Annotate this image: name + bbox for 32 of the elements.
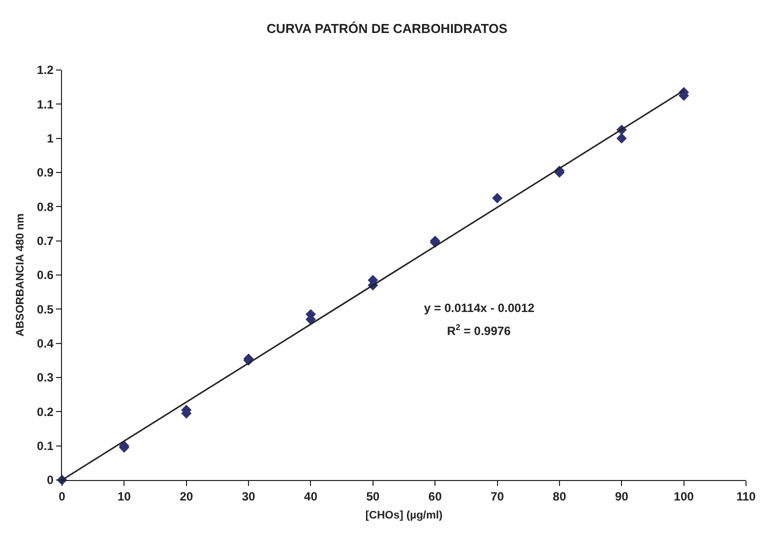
y-tick-label: 0.7 xyxy=(36,234,54,248)
chart-title: CURVA PATRÓN DE CARBOHIDRATOS xyxy=(266,21,508,36)
x-tick-label: 70 xyxy=(490,489,504,504)
x-tick-label: 40 xyxy=(304,489,318,504)
y-tick-label: 0.6 xyxy=(36,268,54,282)
y-tick-label: 0.4 xyxy=(36,336,54,351)
point xyxy=(492,192,502,204)
y-tick-label: 0.9 xyxy=(36,166,54,180)
y-tick-label: 0.3 xyxy=(36,370,54,385)
x-tick-label: 20 xyxy=(180,489,194,504)
x-tick-label: 10 xyxy=(118,489,132,504)
x-tick-label: 90 xyxy=(614,489,629,504)
x-tick-label: 100 xyxy=(674,489,694,504)
x-axis-title: [CHOs] (µg/ml) xyxy=(365,510,443,522)
y-tick-label: 0.5 xyxy=(36,302,54,316)
y-tick-label: 1 xyxy=(46,132,54,146)
annotation: R$^{2}$ = 0.9976 xyxy=(447,322,512,338)
x-tick-label: 50 xyxy=(366,489,380,504)
y-axis-title: ABSORBANCIA 480 nm xyxy=(14,213,27,337)
x-tick-label: 30 xyxy=(242,489,256,504)
x-tick-label: 110 xyxy=(736,489,756,504)
x-tick-label: 80 xyxy=(552,489,566,504)
point xyxy=(616,133,627,144)
annotation: y = 0.0114x - 0.0012 xyxy=(424,301,535,315)
y-tick-label: 0.1 xyxy=(36,439,54,454)
x-tick-label: 60 xyxy=(428,489,442,504)
y-tick-label: 0.2 xyxy=(36,404,54,419)
y-tick-label: 1.2 xyxy=(36,63,54,78)
y-tick-label: 0 xyxy=(46,473,54,488)
x-tick-label: 0 xyxy=(58,489,66,504)
y-tick-label: 1.1 xyxy=(36,97,54,112)
y-tick-label: 0.8 xyxy=(36,200,54,214)
